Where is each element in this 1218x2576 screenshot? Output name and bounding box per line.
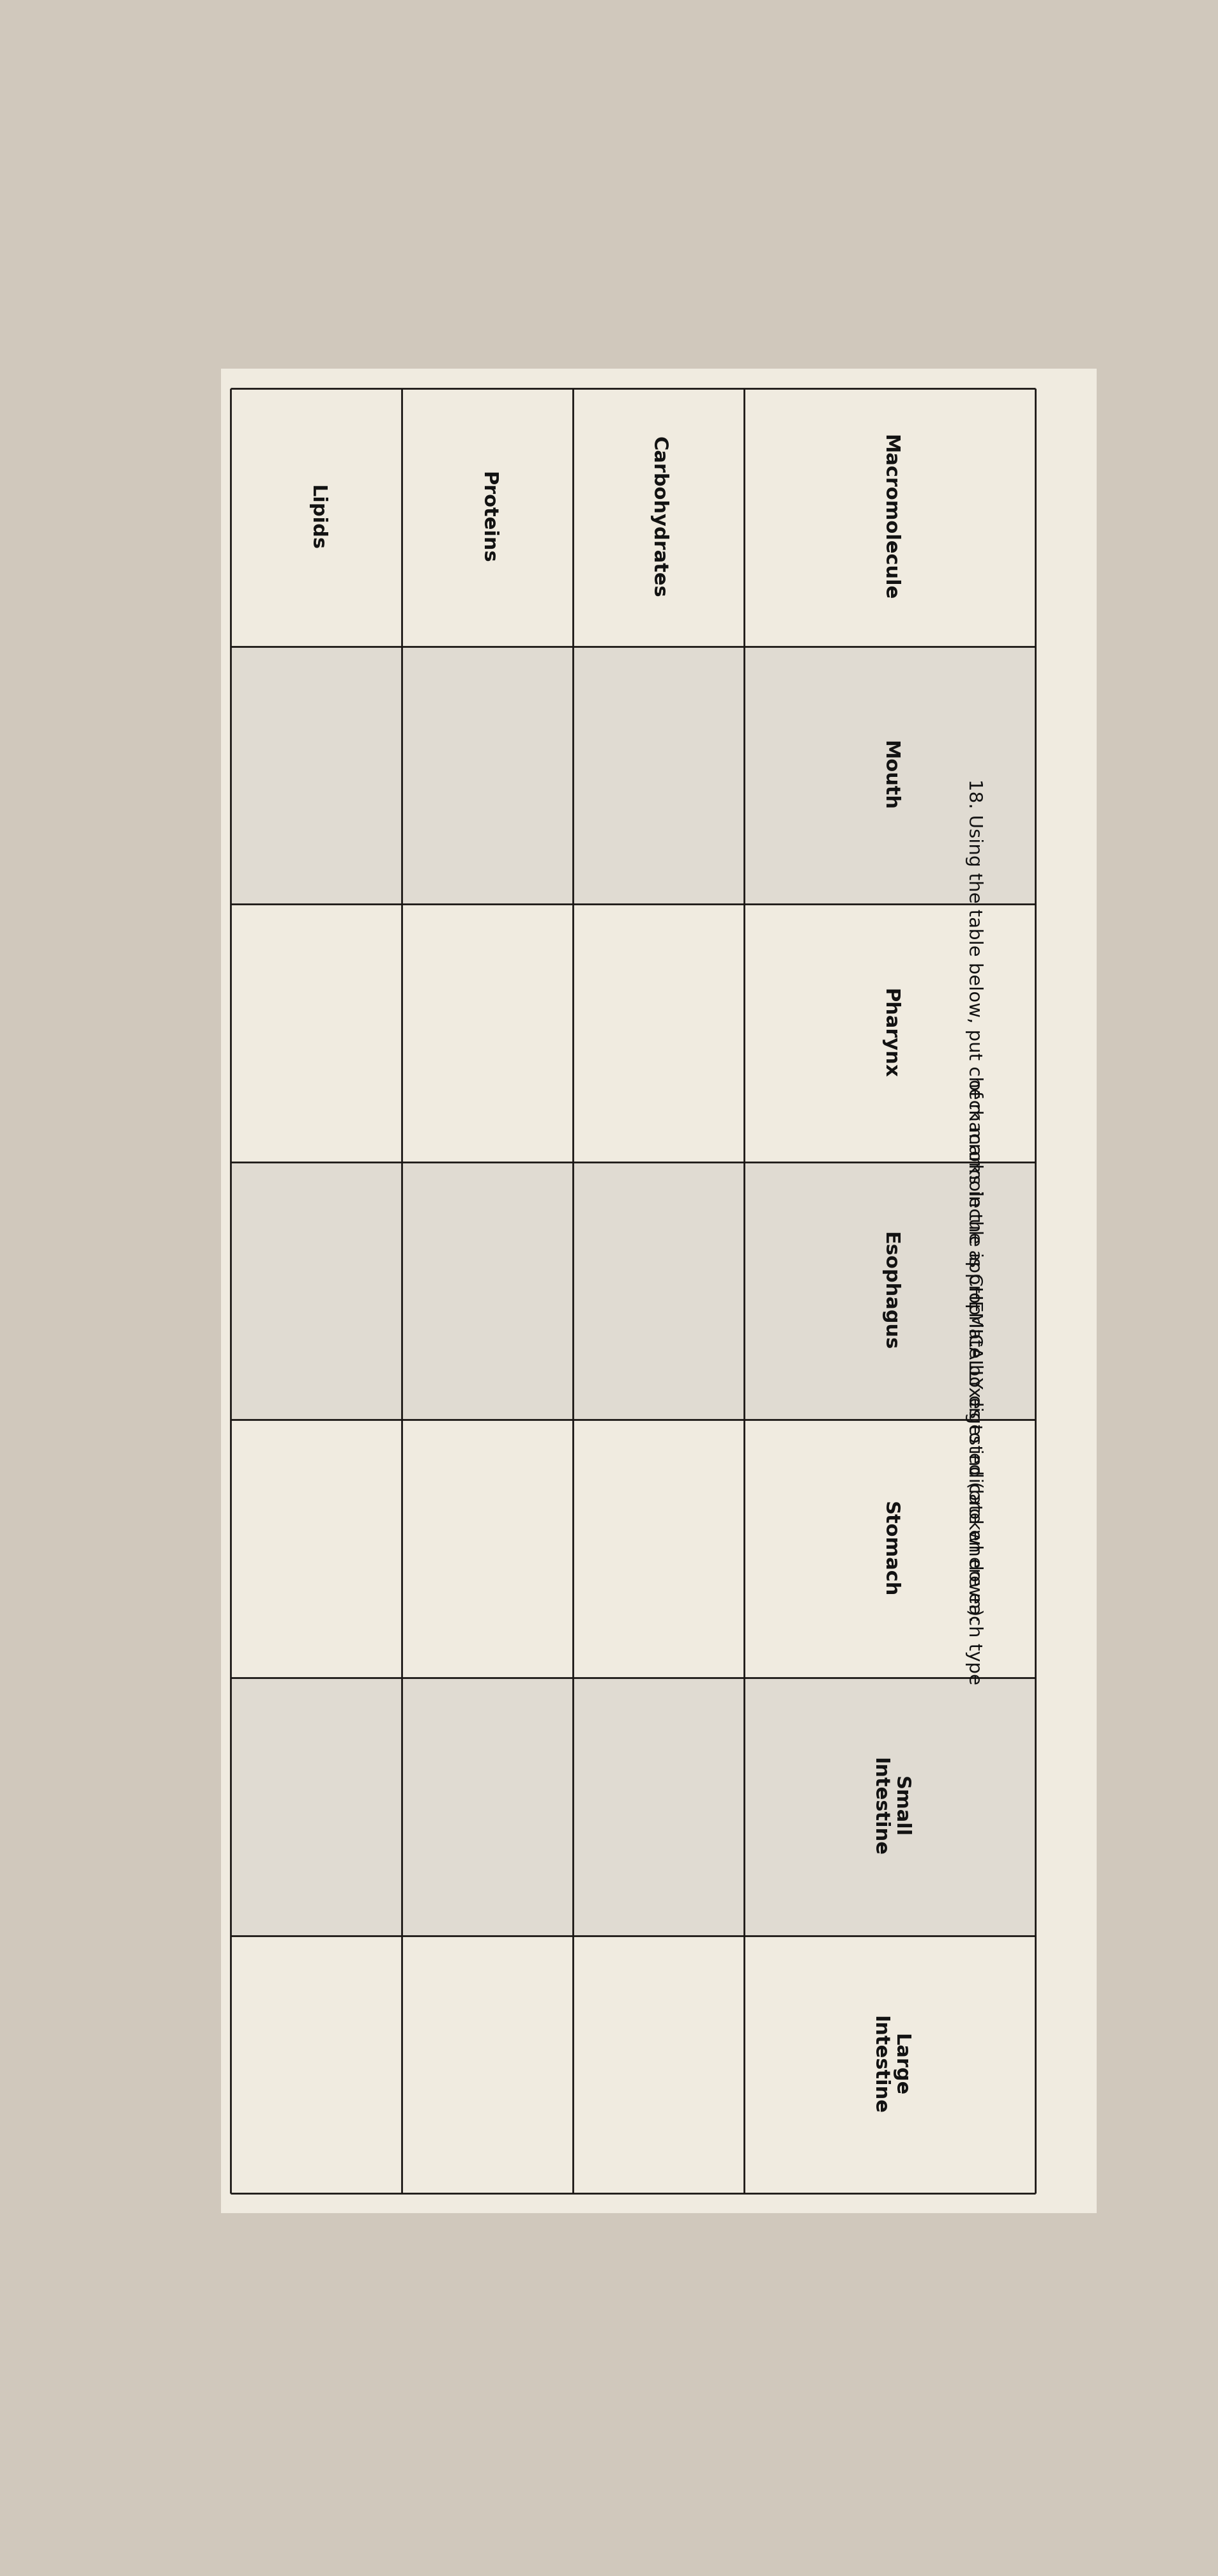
Text: Pharynx: Pharynx — [881, 989, 899, 1077]
Bar — [572, 647, 744, 904]
Bar — [572, 389, 744, 647]
Bar — [572, 1677, 744, 1935]
Text: Stomach: Stomach — [881, 1502, 899, 1597]
Text: Esophagus: Esophagus — [881, 1231, 899, 1350]
Bar — [230, 1677, 402, 1935]
Bar — [230, 1419, 402, 1677]
Text: Small
Intestine: Small Intestine — [870, 1757, 910, 1855]
Bar — [572, 1419, 744, 1677]
Bar — [222, 368, 1044, 2213]
Text: Proteins: Proteins — [477, 471, 497, 564]
Text: 18. Using the table below, put check marks in the appropriate boxes to indicate : 18. Using the table below, put check mar… — [965, 778, 983, 1685]
Bar — [744, 1935, 1035, 2195]
Bar — [744, 389, 1035, 647]
Bar — [744, 647, 1035, 904]
Bar — [1016, 368, 1157, 2213]
Bar — [572, 904, 744, 1162]
Text: Large
Intestine: Large Intestine — [870, 2014, 910, 2115]
Bar — [744, 1162, 1035, 1419]
Bar — [402, 647, 572, 904]
Bar — [572, 1162, 744, 1419]
Bar — [402, 1677, 572, 1935]
Bar — [230, 1162, 402, 1419]
Text: Carbohydrates: Carbohydrates — [649, 438, 667, 598]
Bar — [402, 904, 572, 1162]
Bar — [402, 1162, 572, 1419]
Text: Mouth: Mouth — [881, 739, 899, 809]
Bar — [230, 647, 402, 904]
Bar — [744, 1419, 1035, 1677]
Bar — [402, 1935, 572, 2195]
Bar — [402, 389, 572, 647]
Bar — [230, 389, 402, 647]
Text: Lipids: Lipids — [307, 484, 325, 551]
Bar — [230, 904, 402, 1162]
Text: Macromolecule: Macromolecule — [881, 435, 899, 600]
Bar — [230, 1935, 402, 2195]
Text: of macromolecule is CHEMICALLY digested (broken down):: of macromolecule is CHEMICALLY digested … — [965, 1079, 983, 1623]
Bar — [744, 1677, 1035, 1935]
Bar — [402, 1419, 572, 1677]
Bar — [572, 1935, 744, 2195]
Bar — [744, 904, 1035, 1162]
